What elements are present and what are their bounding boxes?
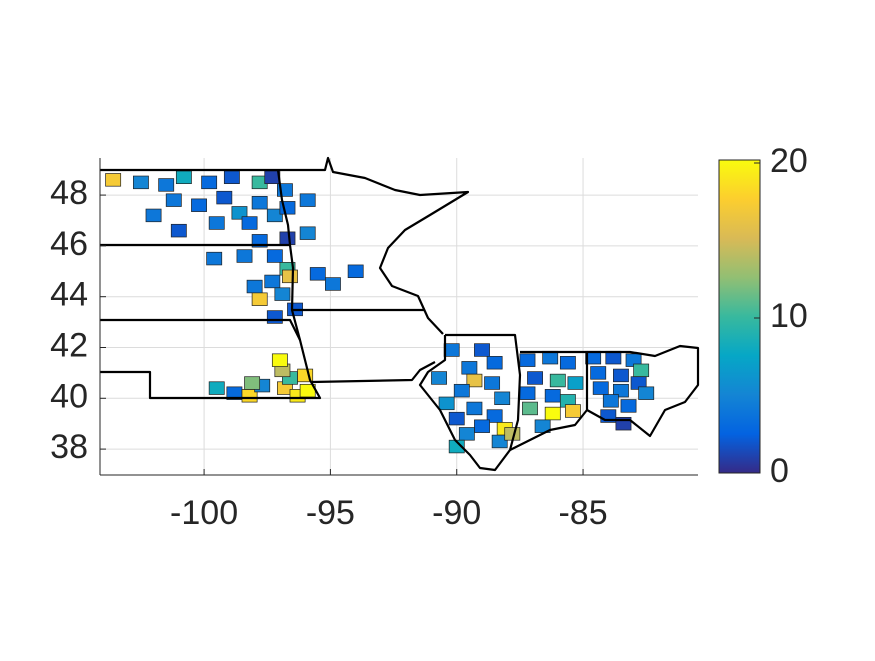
county [132,175,149,190]
county [251,196,268,210]
county [175,170,192,185]
county [484,376,501,390]
y-tick-label: 40 [50,377,88,415]
county [282,269,298,284]
colorbar [718,159,761,474]
county [266,310,283,324]
county [223,170,240,185]
colorbar-tick-label: 20 [770,142,808,180]
county [567,376,584,390]
county [613,383,629,398]
county [431,371,447,385]
county [592,381,609,395]
county [474,343,490,357]
y-tick-label: 48 [50,174,88,212]
county [519,386,536,400]
county [231,206,248,220]
county [105,173,122,187]
county [491,434,508,449]
county [201,175,218,190]
county [191,198,207,212]
county [453,383,470,398]
county [246,279,263,294]
state-border [586,344,700,438]
state-border [100,169,322,400]
grid [100,158,698,475]
county [466,401,483,416]
county [486,356,503,370]
county [542,350,559,365]
county [438,396,455,411]
county [266,208,283,223]
state-border [418,333,522,472]
county [158,178,175,192]
county [216,190,233,205]
county [145,208,162,223]
y-tick-label: 42 [50,326,88,364]
county [605,350,622,365]
county [466,373,483,388]
y-tick-label: 38 [50,428,88,466]
county [165,193,182,207]
y-tick-label: 44 [50,276,88,314]
state-borders [100,156,700,472]
counties [105,170,655,454]
county [458,427,475,441]
county [522,401,538,416]
county [519,353,536,367]
county [271,353,288,367]
county [274,287,291,301]
county [620,399,637,413]
county [443,343,460,357]
county [544,389,561,403]
county [251,292,268,306]
county [486,409,503,423]
county [448,411,465,426]
county [279,231,296,245]
county [208,381,225,395]
county [565,404,581,418]
state-border [100,318,301,341]
county [325,277,341,291]
county [590,366,607,380]
county [549,373,566,388]
county [244,376,261,390]
county [309,267,326,281]
county [170,223,187,238]
x-tick-label: -95 [306,494,355,532]
county [299,226,316,240]
county [474,419,490,433]
y-tick-label: 46 [50,225,88,263]
county [206,251,223,266]
county [347,264,364,278]
county [266,249,283,263]
county [236,249,253,263]
county [633,363,650,378]
county [544,406,561,421]
axes: -100 -95 -90 -85 38 40 42 44 46 48 [50,174,607,532]
colorbar-tick-label: 0 [770,452,789,490]
county [602,394,619,408]
county [241,216,258,230]
county [494,391,511,405]
county [613,368,629,383]
colorbar-tick-label: 10 [770,297,808,335]
county [638,386,655,400]
state-border [100,156,470,335]
county [299,193,316,207]
county [461,361,478,375]
x-tick-label: -90 [432,494,481,532]
county [264,274,281,289]
x-tick-label: -100 [170,494,238,532]
x-tick-label: -85 [558,494,607,532]
state-border [311,361,436,384]
county [208,216,225,230]
county [527,371,543,385]
county [559,356,576,370]
